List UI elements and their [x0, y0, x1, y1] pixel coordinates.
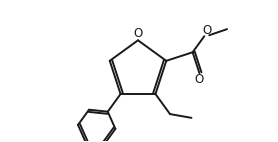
Text: O: O — [195, 73, 204, 86]
Text: O: O — [203, 24, 212, 37]
Text: O: O — [133, 27, 143, 40]
